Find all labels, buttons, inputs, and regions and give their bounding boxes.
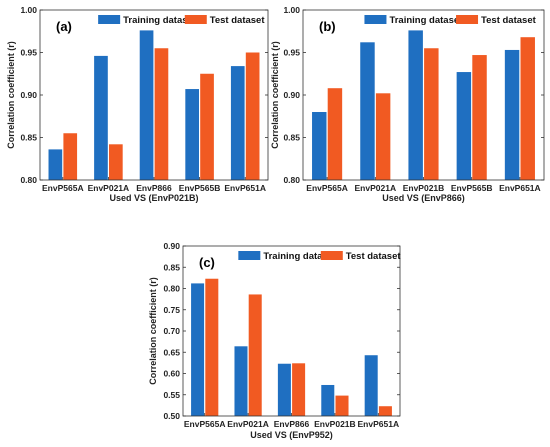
training-bar-envp021b (408, 30, 423, 181)
legend-label-training: Training dataset (263, 251, 337, 262)
y-axis-label: Correlation coefficient (r) (6, 41, 16, 149)
y-axis-label: Correlation coefficient (r) (148, 277, 158, 385)
training-bar-envp021a (94, 55, 108, 180)
y-tick-label: 0.85 (20, 133, 37, 143)
training-bar-envp565a (48, 149, 63, 180)
y-tick-label: 0.90 (20, 90, 37, 100)
y-tick-label: 0.90 (283, 90, 300, 100)
y-tick-label: 0.80 (20, 175, 37, 185)
training-bar-envp651a (364, 355, 378, 416)
y-tick-label: 0.95 (20, 48, 37, 58)
x-axis-label: Used VS (EnvP021B) (109, 193, 198, 203)
legend-label-training: Training dataset (389, 15, 463, 26)
panel-label: (b) (319, 19, 336, 34)
training-bar-envp866 (139, 30, 154, 181)
x-tick-label: EnvP651A (224, 183, 266, 193)
test-bar-envp021a (248, 294, 262, 416)
legend-label-test: Test dataset (481, 15, 537, 26)
x-tick-label: EnvP565B (179, 183, 221, 193)
y-tick-label: 0.95 (283, 48, 300, 58)
y-tick-label: 0.75 (163, 305, 180, 315)
test-bar-envp565a (63, 133, 78, 180)
test-bar-envp651a (520, 37, 535, 181)
training-bar-envp651a (230, 66, 245, 180)
x-tick-label: EnvP651A (499, 183, 541, 193)
training-bar-envp021a (234, 346, 248, 416)
training-bar-envp866 (277, 363, 291, 416)
y-tick-label: 0.80 (163, 284, 180, 294)
test-bar-envp021b (335, 395, 349, 416)
x-tick-label: EnvP565A (306, 183, 348, 193)
test-bar-envp021b (424, 48, 439, 180)
test-bar-envp651a (245, 52, 260, 180)
x-tick-label: EnvP565A (42, 183, 84, 193)
test-bar-envp565a (327, 88, 343, 180)
test-bar-envp565b (200, 73, 214, 180)
test-bar-envp651a (378, 406, 392, 416)
y-tick-label: 1.00 (20, 5, 37, 15)
legend-label-test: Test dataset (210, 15, 266, 26)
x-tick-label: EnvP021A (88, 183, 130, 193)
y-tick-label: 0.85 (163, 262, 180, 272)
test-bar-envp866 (292, 363, 306, 416)
y-tick-label: 0.70 (163, 326, 180, 336)
legend-label-training: Training dataset (123, 15, 197, 26)
x-tick-label: EnvP021B (403, 183, 445, 193)
y-tick-label: 0.85 (283, 133, 300, 143)
panel-b: 0.80 0.85 0.90 0.95 1.00 EnvP565A EnvP021A EnvP… (270, 5, 545, 203)
legend-swatch-training (238, 251, 261, 260)
test-bar-envp565a (205, 278, 219, 416)
x-tick-label: EnvP866 (136, 183, 172, 193)
x-tick-label: EnvP651A (358, 419, 400, 429)
test-bar-envp866 (154, 48, 169, 180)
legend-swatch-training (98, 15, 121, 24)
x-axis-label: Used VS (EnvP866) (382, 193, 465, 203)
y-tick-label: 0.55 (163, 390, 180, 400)
training-bar-envp021a (360, 42, 375, 180)
training-bar-envp565b (185, 89, 199, 180)
training-bar-envp565a (191, 283, 205, 416)
test-bar-envp021a (375, 93, 391, 180)
legend-swatch-training (364, 15, 387, 24)
x-tick-label: EnvP021A (227, 419, 269, 429)
y-tick-label: 0.60 (163, 369, 180, 379)
legend-swatch-test (456, 15, 479, 24)
legend-swatch-test (184, 15, 207, 24)
x-tick-label: EnvP021A (355, 183, 397, 193)
panel-a: 0.80 0.85 0.90 0.95 1.00 EnvP565A EnvP021A EnvP… (6, 5, 269, 203)
x-tick-label: EnvP021B (314, 419, 356, 429)
panel-c: 0.50 0.55 0.60 0.65 0.70 0.75 0.80 0.85 0.90 EnvP… (148, 241, 401, 440)
x-axis-label: Used VS (EnvP952) (250, 430, 333, 440)
training-bar-envp565a (312, 112, 327, 180)
y-tick-label: 0.80 (283, 175, 300, 185)
y-tick-label: 1.00 (283, 5, 300, 15)
training-bar-envp021b (321, 384, 335, 416)
panel-label: (a) (56, 19, 72, 34)
y-axis-label: Correlation coefficient (r) (270, 41, 280, 149)
y-tick-label: 0.65 (163, 347, 180, 357)
y-tick-label: 0.50 (163, 411, 180, 421)
y-tick-label: 0.90 (163, 241, 180, 251)
panel-label: (c) (199, 255, 215, 270)
training-bar-envp651a (504, 49, 520, 181)
x-tick-label: EnvP866 (274, 419, 310, 429)
training-bar-envp565b (456, 72, 472, 180)
x-tick-label: EnvP565B (451, 183, 493, 193)
x-tick-label: EnvP565A (184, 419, 226, 429)
test-bar-envp021a (109, 144, 123, 180)
legend-swatch-test (320, 251, 343, 260)
test-bar-envp565b (472, 55, 487, 180)
legend-label-test: Test dataset (346, 251, 402, 262)
